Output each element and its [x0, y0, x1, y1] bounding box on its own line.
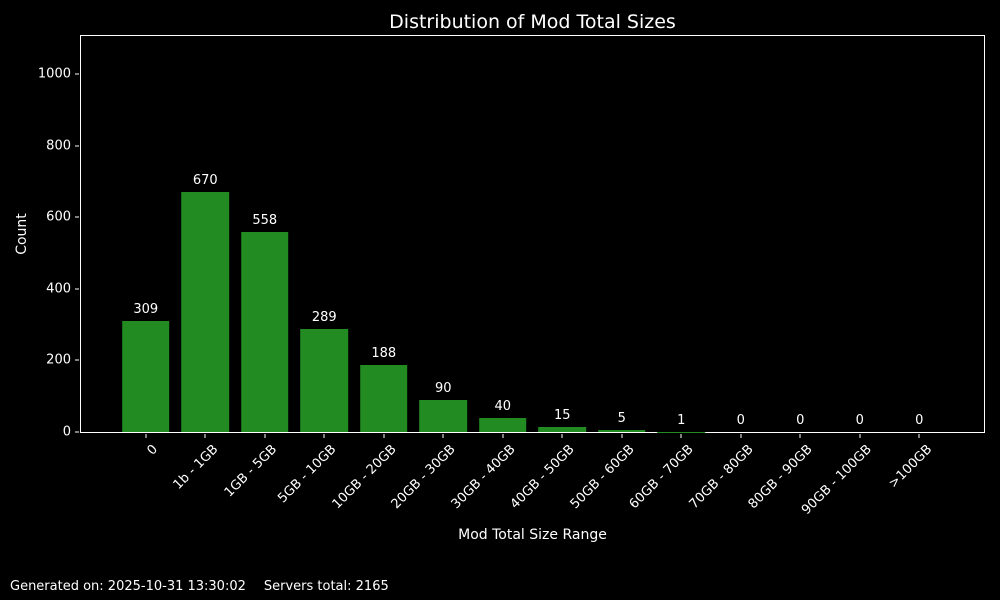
bar-value-label: 309	[133, 302, 159, 318]
y-tick-mark	[75, 145, 79, 147]
bar-value-label: 558	[252, 213, 278, 229]
footer: Generated on: 2025-10-31 13:30:02 Server…	[10, 579, 389, 594]
bar-value-label: 289	[311, 309, 337, 325]
x-tick-mark	[264, 434, 266, 438]
bar-value-label: 5	[617, 411, 626, 427]
x-tick-mark	[740, 434, 742, 438]
bars-layer: 309 0 670 1b - 1GB 558 1GB - 5GB 289 5GB - 10GB…	[116, 36, 949, 518]
x-tick-label: >100GB	[885, 442, 935, 492]
bar-value-label: 0	[855, 413, 864, 428]
y-tick-mark	[75, 431, 79, 433]
x-tick-label: 1b - 1GB	[170, 442, 221, 493]
y-tick-mark	[75, 216, 79, 218]
bar-value-label: 1	[677, 412, 686, 428]
x-tick-mark	[442, 434, 444, 438]
y-tick-mark	[75, 288, 79, 290]
x-tick-label: 1GB - 5GB	[222, 442, 281, 501]
x-tick-mark	[621, 434, 623, 438]
x-tick-mark	[502, 434, 504, 438]
x-tick-mark	[145, 434, 147, 438]
y-tick-mark	[75, 359, 79, 361]
footer-generated-on: Generated on: 2025-10-31 13:30:02	[10, 579, 246, 594]
y-tick-mark	[75, 73, 79, 75]
bar-value-label: 15	[553, 407, 571, 423]
bar-value-label: 0	[736, 413, 745, 428]
bar	[359, 364, 408, 432]
bar-value-label: 40	[494, 398, 512, 414]
x-tick-mark	[323, 434, 325, 438]
y-tick-label: 200	[46, 352, 71, 368]
bar-value-label: 0	[796, 413, 805, 428]
y-axis-label: Count	[14, 213, 30, 255]
bar	[300, 328, 349, 432]
bar	[597, 430, 646, 432]
x-tick-mark	[383, 434, 385, 438]
x-tick-mark	[859, 434, 861, 438]
x-tick-mark	[918, 434, 920, 438]
x-tick-mark	[680, 434, 682, 438]
x-tick-mark	[561, 434, 563, 438]
y-tick-label: 400	[46, 281, 71, 297]
chart-title: Distribution of Mod Total Sizes	[389, 11, 676, 33]
bar	[478, 417, 527, 432]
bar-value-label: 188	[371, 345, 397, 361]
bar-value-label: 670	[192, 173, 218, 189]
x-tick-mark	[204, 434, 206, 438]
bar	[538, 426, 587, 432]
bar	[419, 399, 468, 432]
y-tick-label: 800	[46, 138, 71, 154]
y-tick-label: 0	[62, 424, 71, 440]
bar-value-label: 0	[915, 413, 924, 428]
bar-value-label: 90	[434, 380, 452, 396]
bar	[240, 232, 289, 432]
plot-area: 309 0 670 1b - 1GB 558 1GB - 5GB 289 5GB - 10GB…	[38, 35, 985, 518]
bar	[181, 192, 230, 432]
bar	[121, 321, 170, 432]
footer-servers-total: Servers total: 2165	[263, 579, 389, 594]
x-tick-label: 5GB - 10GB	[275, 442, 340, 507]
y-tick-label: 600	[46, 209, 71, 225]
x-tick-label: 0	[144, 442, 162, 459]
x-tick-mark	[799, 434, 801, 438]
x-axis-label: Mod Total Size Range	[458, 527, 607, 543]
y-tick-label: 1000	[37, 66, 71, 82]
